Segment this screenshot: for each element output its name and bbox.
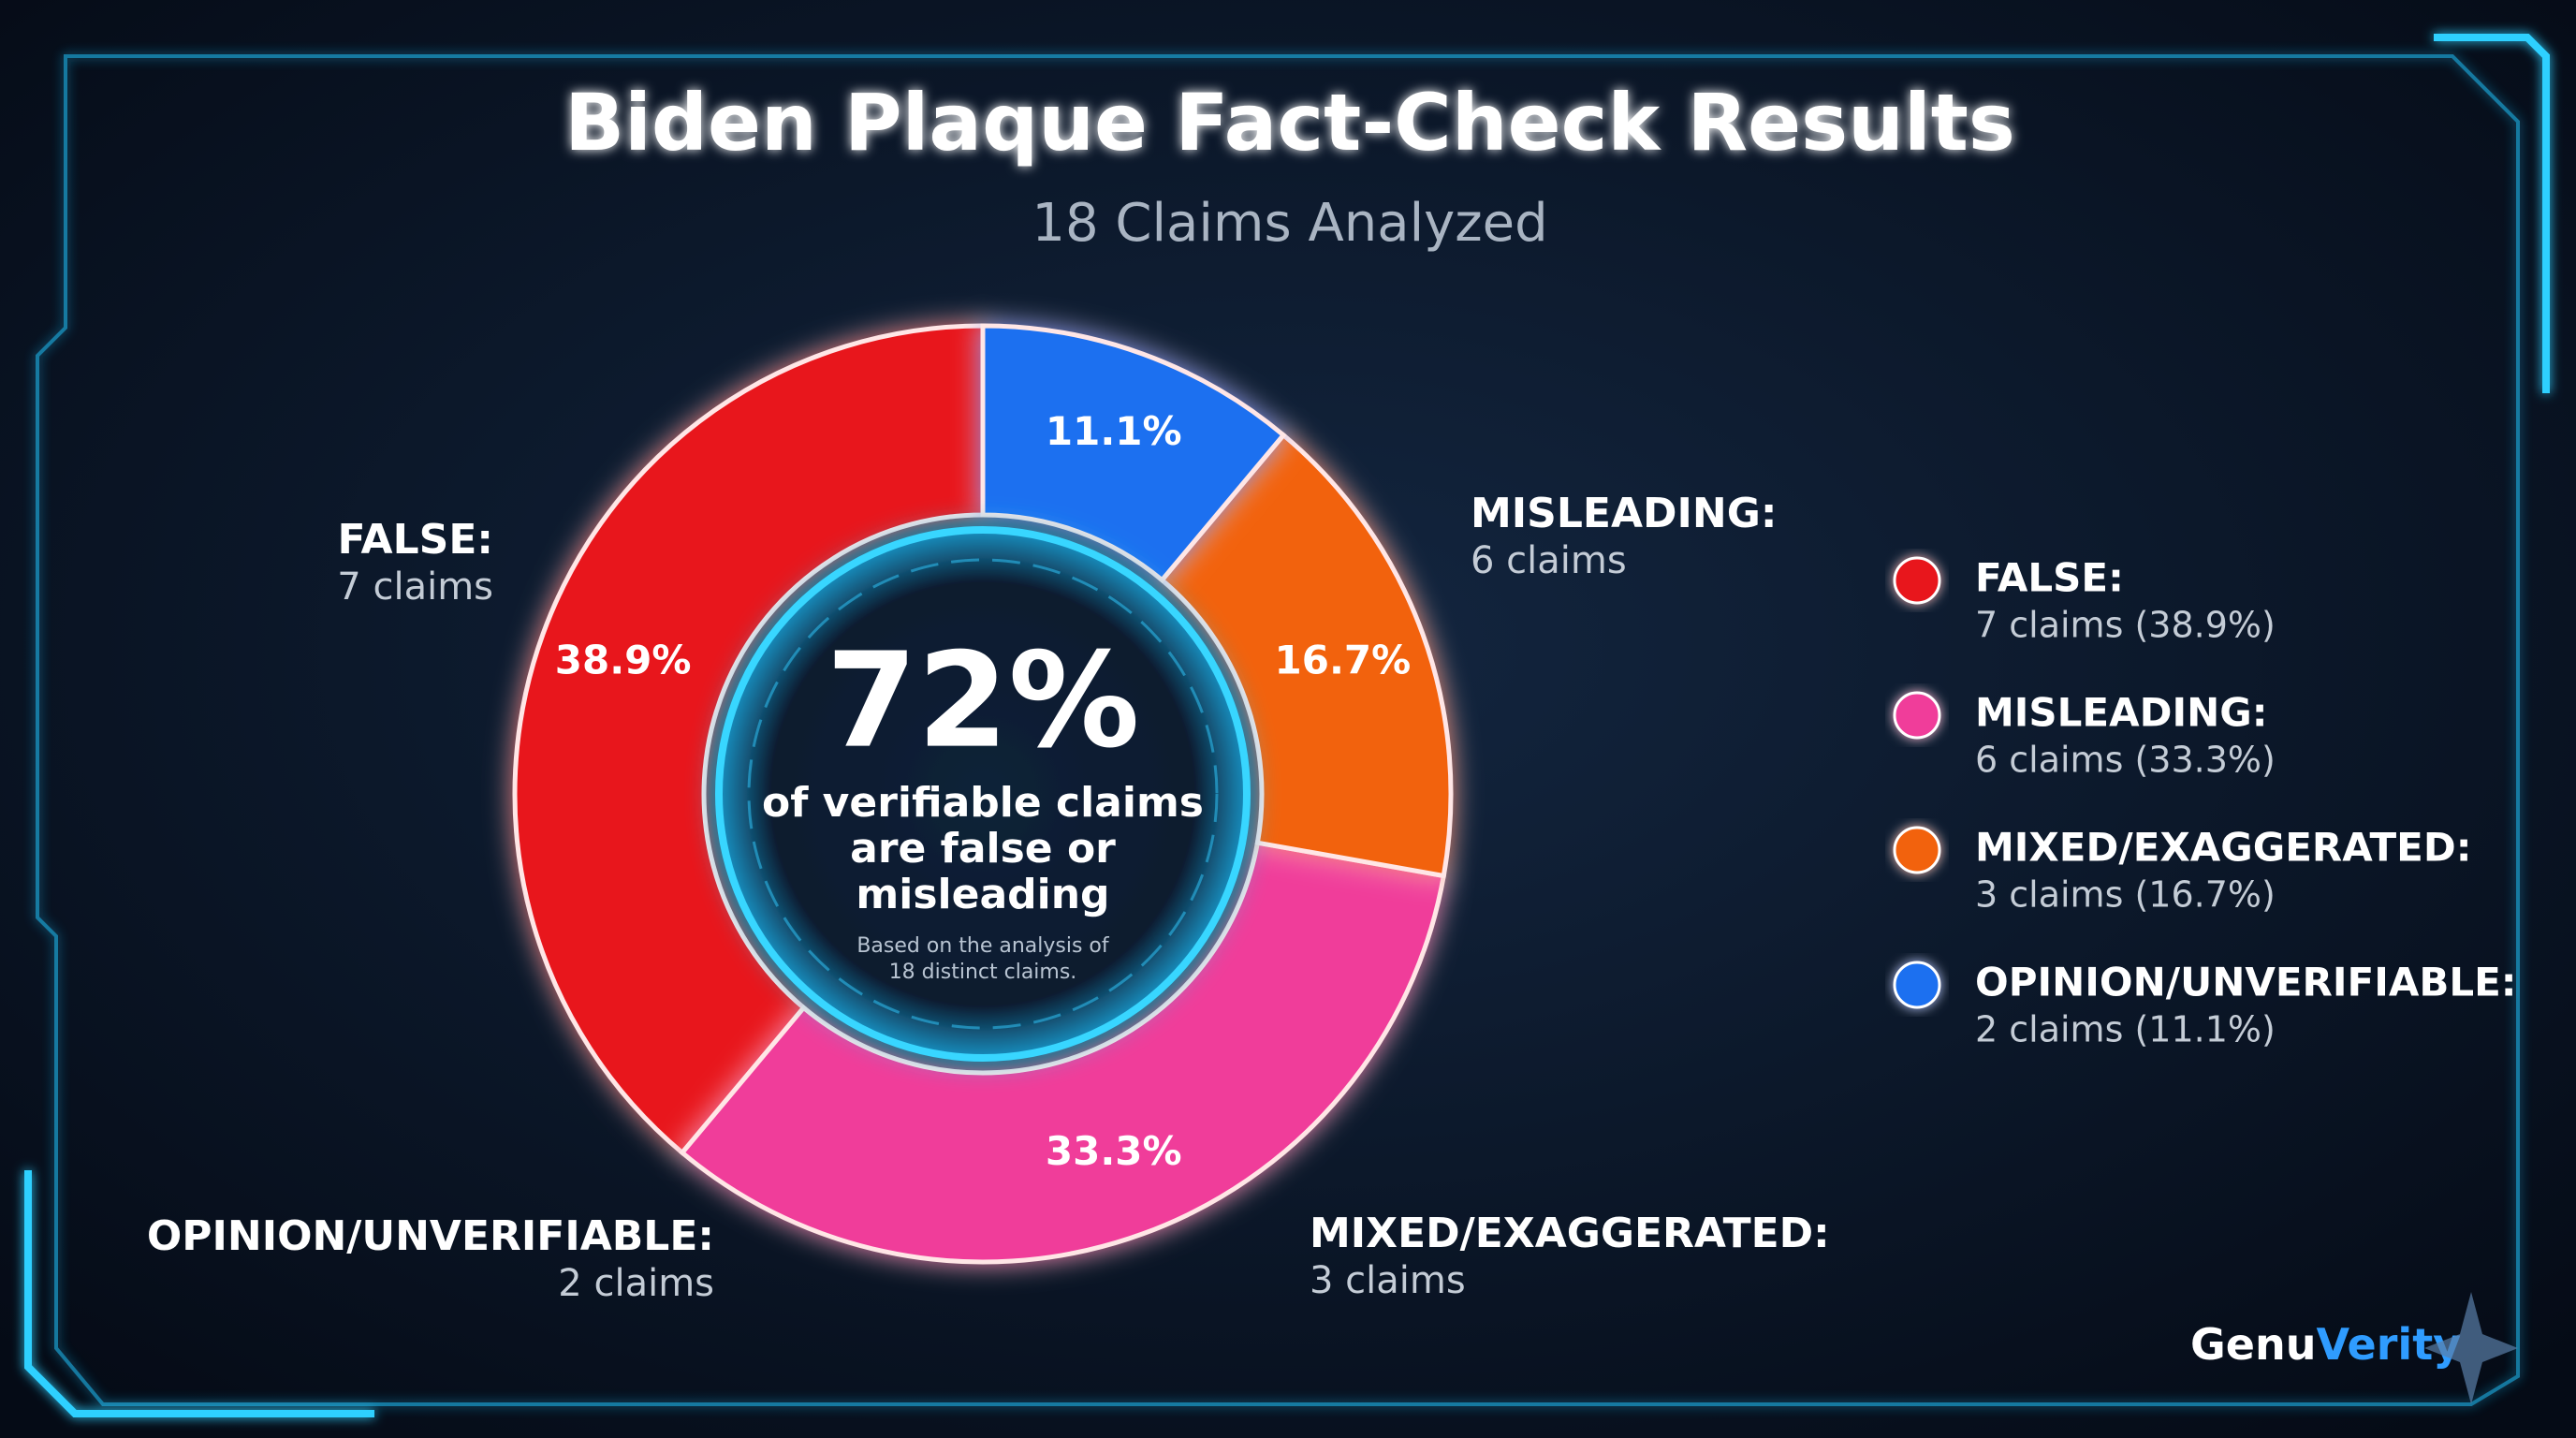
brand-part: Genu — [2190, 1319, 2316, 1370]
segment-category-label: FALSE: — [338, 516, 493, 564]
legend-swatch — [1893, 961, 1941, 1009]
legend-swatch — [1893, 826, 1941, 874]
legend-detail: 2 claims (11.1%) — [1975, 1009, 2276, 1050]
segment-value-label: 16.7% — [1275, 638, 1412, 683]
chart-subtitle: 18 Claims Analyzed — [1032, 193, 1547, 254]
brand-icon — [2424, 1292, 2518, 1404]
center-note: Based on the analysis of — [856, 934, 1110, 958]
donut-segment — [679, 840, 1447, 1265]
segment-value-label: 38.9% — [555, 638, 692, 683]
legend-detail: 6 claims (33.3%) — [1975, 740, 2276, 781]
center-disc — [715, 526, 1251, 1062]
segment-annotation: 2 claims — [558, 1262, 714, 1305]
legend-swatch — [1893, 556, 1941, 605]
segment-annotation: 7 claims — [337, 565, 493, 609]
brand: GenuVerity — [2190, 1319, 2461, 1370]
frame-accent — [2434, 34, 2550, 393]
center-line: are false or — [850, 825, 1116, 873]
segment-category-label: MIXED/EXAGGERATED: — [1310, 1210, 1830, 1257]
segment-category-label: OPINION/UNVERIFIABLE: — [147, 1212, 714, 1260]
center-line: of verifiable claims — [762, 779, 1204, 827]
donut-segment — [980, 323, 1287, 584]
legend-detail: 3 claims (16.7%) — [1975, 874, 2276, 916]
chart-title: Biden Plaque Fact-Check Results — [564, 77, 2015, 169]
donut-segment — [1158, 432, 1454, 879]
center-note: 18 distinct claims. — [889, 961, 1077, 984]
legend-label: OPINION/UNVERIFIABLE: — [1975, 960, 2517, 1005]
frame — [36, 54, 2520, 1406]
segment-category-label: MISLEADING: — [1471, 490, 1777, 537]
segment-value-label: 33.3% — [1046, 1128, 1182, 1174]
legend-label: MIXED/EXAGGERATED: — [1975, 825, 2472, 871]
donut-segment — [512, 323, 986, 1156]
center-headline: 72% — [826, 625, 1139, 778]
segment-value-label: 11.1% — [1046, 408, 1182, 454]
legend-detail: 7 claims (38.9%) — [1975, 605, 2276, 646]
segment-annotation: 6 claims — [1471, 539, 1627, 582]
segment-annotation: 3 claims — [1310, 1259, 1466, 1302]
center-line: misleading — [856, 871, 1109, 918]
center-ring — [747, 558, 1219, 1030]
legend-swatch — [1893, 691, 1941, 740]
legend: FALSE:7 claims (38.9%) MISLEADING:6 claim… — [1893, 555, 2517, 1050]
legend-label: MISLEADING: — [1975, 690, 2268, 736]
legend-label: FALSE: — [1975, 555, 2124, 601]
donut-chart: 38.9% FALSE:7 claims 33.3% MISLEADING:6 cla… — [147, 323, 1830, 1305]
frame-accent — [24, 1170, 374, 1417]
